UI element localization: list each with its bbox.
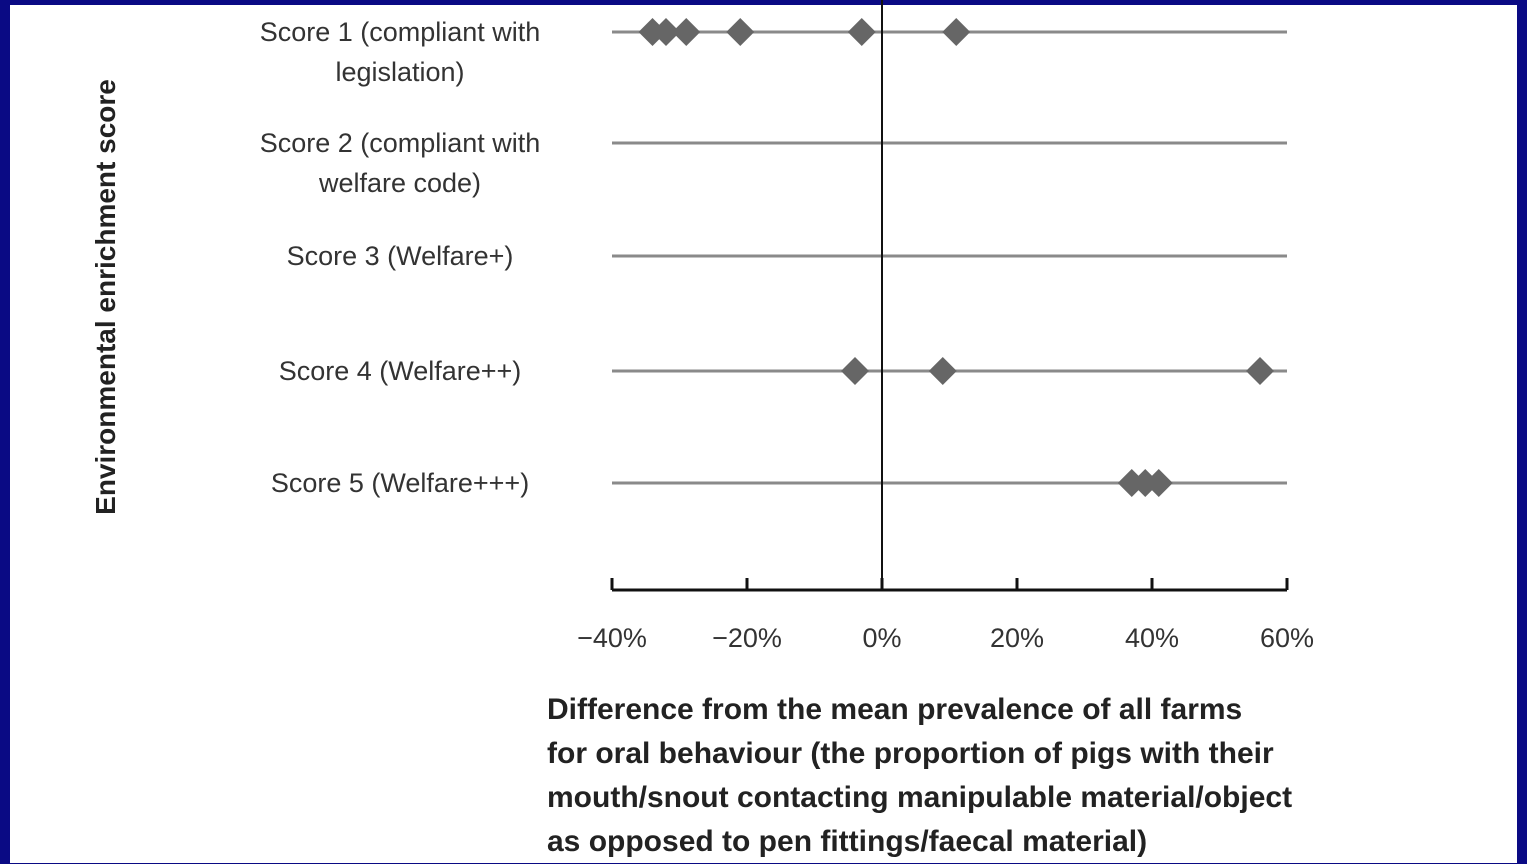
x-tick-label: 20% [990, 623, 1044, 653]
point [652, 18, 680, 46]
x-tick-label: 0% [862, 623, 901, 653]
point [672, 18, 701, 46]
x-axis-title-line: for oral behaviour (the proportion of pi… [547, 737, 1274, 770]
point [1144, 469, 1173, 497]
y-tick-label: Score 4 (Welfare++) [278, 356, 522, 386]
x-tick-label: −40% [577, 623, 647, 653]
point [847, 18, 876, 46]
y-tick-label: Score 2 (compliant with welfare code) [259, 128, 541, 198]
point [841, 357, 869, 385]
point [942, 18, 971, 46]
x-axis-title: Difference from the mean prevalence of a… [547, 688, 1292, 864]
y-tick-label: Score 1 (compliant with legislation) [259, 17, 541, 87]
y-tick-label: Score 5 (Welfare+++) [270, 468, 530, 498]
x-tick-label: −20% [712, 623, 782, 653]
x-axis-title-line: Difference from the mean prevalence of a… [547, 693, 1243, 726]
y-tick-label: Score 3 (Welfare+) [286, 241, 514, 271]
y-axis-title: Environmental enrichment score [90, 79, 121, 515]
x-axis-title-line: mouth/snout contacting manipulable mater… [547, 781, 1293, 814]
panel [10, 5, 1517, 863]
point [1246, 357, 1274, 385]
x-tick-label: 60% [1260, 623, 1314, 653]
point [928, 357, 957, 385]
x-tick-label: 40% [1125, 623, 1179, 653]
x-axis-title-line: as opposed to pen fittings/faecal materi… [547, 825, 1148, 858]
point [726, 18, 755, 46]
